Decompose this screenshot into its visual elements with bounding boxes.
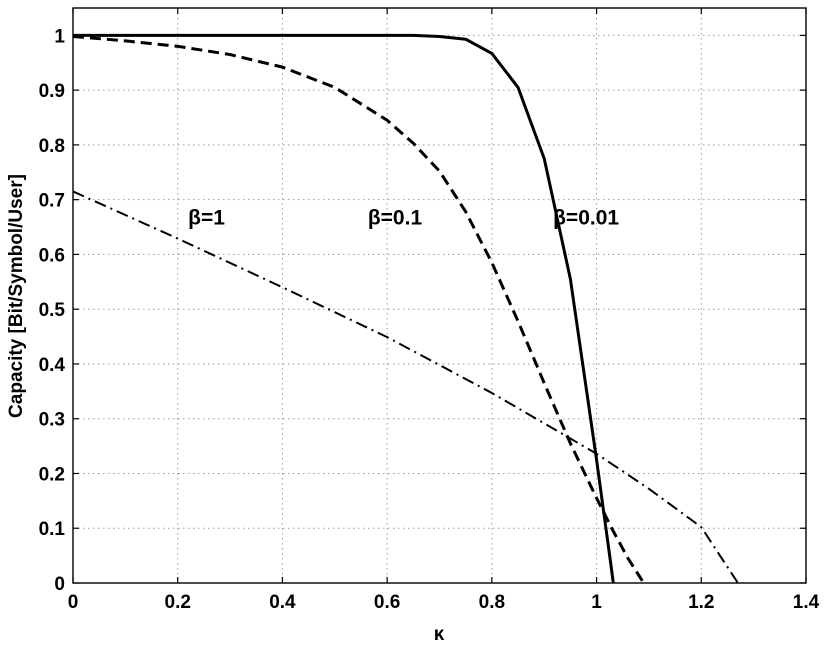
series-annotation: β=0.1 [368, 206, 423, 229]
ticks [72, 8, 807, 584]
series-line [72, 34, 645, 584]
series-annotation: β=1 [188, 206, 225, 229]
y-tick-label: 0.4 [39, 355, 66, 376]
y-tick-label: 0.3 [39, 410, 65, 431]
x-tick-label: 1 [591, 592, 602, 613]
y-tick-label: 0.6 [39, 245, 65, 266]
series-layer [72, 33, 739, 584]
y-tick-label: 0.8 [39, 136, 65, 157]
tick-labels: 0 0.2 0.4 0.6 0.8 1 1.2 1.4 0 0.1 0.2 0.3 0.4 0.5 0.6 0… [39, 26, 820, 613]
x-tick-label: 0.6 [374, 592, 400, 613]
y-tick-label: 0.2 [39, 464, 65, 485]
x-tick-label: 0.4 [269, 592, 296, 613]
y-tick-label: 0.7 [39, 191, 65, 212]
y-axis-label: Capacity [Bit/Symbol/User] [6, 174, 27, 418]
y-tick-label: 0.5 [39, 300, 66, 321]
plot-frame [72, 7, 807, 584]
series-line [72, 190, 739, 584]
x-axis-label: κ [434, 624, 445, 645]
x-tick-label: 0.8 [479, 592, 505, 613]
x-tick-label: 1.2 [688, 592, 714, 613]
x-tick-label: 0.2 [165, 592, 191, 613]
grid [73, 8, 806, 583]
x-tick-label: 1.4 [793, 592, 820, 613]
y-tick-label: 0 [54, 574, 65, 595]
y-tick-label: 0.9 [39, 81, 65, 102]
y-tick-label: 0.1 [39, 519, 66, 540]
y-tick-label: 1 [54, 26, 65, 47]
x-tick-label: 0 [68, 592, 79, 613]
series-annotation: β=0.01 [553, 206, 619, 229]
series-line [73, 33, 615, 584]
annotations: β=1 β=0.1 β=0.01 [188, 206, 619, 229]
